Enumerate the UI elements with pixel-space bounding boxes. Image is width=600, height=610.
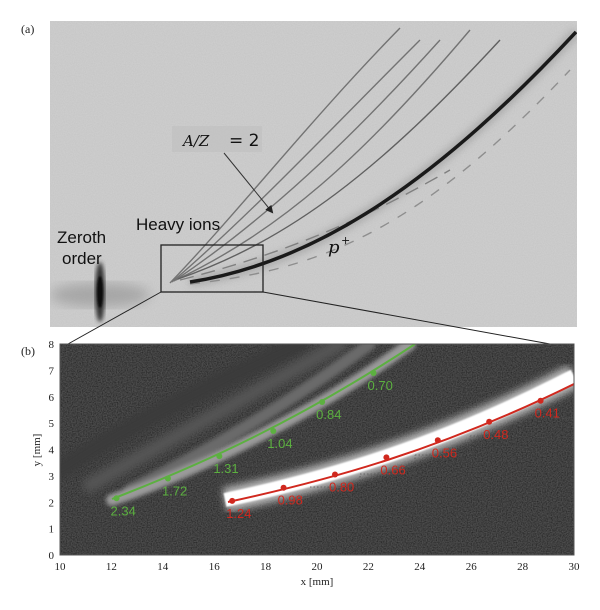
y-axis-ticks: 0 1 2 3 4 5 6 7 8: [49, 339, 55, 562]
zeroth-order-label-2: order: [62, 249, 102, 268]
data-point-label: 2.34: [111, 503, 136, 518]
x-axis-title: x [mm]: [301, 576, 334, 588]
data-point-marker: [319, 399, 326, 406]
x-tick-label: 30: [569, 561, 581, 573]
data-point-label: 0.66: [380, 462, 405, 477]
red-data-points: 1.24 0.98 0.80 0.66 0.56 0.48 0.41: [226, 397, 560, 521]
data-point-marker: [164, 475, 171, 482]
data-point-label: 0.98: [278, 493, 303, 508]
az-label-lhs: A/Z: [181, 132, 210, 150]
panel-b-label: (b): [21, 344, 35, 358]
data-point-label: 0.56: [432, 445, 457, 460]
y-tick-label: 1: [49, 524, 55, 536]
az-label-background: [172, 126, 262, 152]
x-tick-label: 22: [363, 561, 374, 573]
data-point-marker: [113, 495, 120, 502]
data-point-marker: [434, 437, 441, 444]
panel-a-label: (a): [21, 22, 34, 36]
x-tick-label: 26: [466, 561, 478, 573]
x-tick-label: 16: [209, 561, 221, 573]
zeroth-order-spot: [50, 262, 150, 322]
data-point-label: 0.48: [483, 427, 508, 442]
green-fit-line: [111, 344, 416, 500]
x-tick-label: 12: [106, 561, 117, 573]
proton-label-superscript: +: [341, 234, 350, 247]
y-tick-label: 3: [49, 471, 55, 483]
data-point-label: 0.84: [316, 407, 341, 422]
x-tick-label: 28: [517, 561, 529, 573]
x-tick-label: 10: [55, 561, 67, 573]
zoom-region-box: [160, 244, 264, 293]
data-point-marker: [370, 370, 377, 377]
y-tick-label: 5: [49, 418, 55, 430]
data-point-label: 0.80: [329, 480, 354, 495]
data-point-marker: [229, 497, 236, 504]
x-tick-label: 18: [260, 561, 272, 573]
data-point-label: 0.70: [368, 378, 393, 393]
proton-label: p: [328, 237, 340, 258]
heavy-ions-label: Heavy ions: [136, 215, 220, 234]
az-arrow-icon: [223, 152, 274, 214]
x-axis-ticks: 10 12 14 16 18 20 22 24 26 28 30: [55, 561, 581, 573]
az-label-rhs: = 2: [229, 131, 259, 151]
y-tick-label: 6: [49, 392, 55, 404]
data-point-marker: [270, 428, 277, 435]
connector-line-left: [67, 291, 162, 345]
data-point-label: 1.31: [213, 461, 238, 476]
dotted-guides: [310, 417, 574, 488]
y-tick-label: 2: [49, 497, 55, 509]
data-point-marker: [537, 397, 544, 404]
y-tick-label: 0: [49, 550, 55, 562]
y-tick-label: 8: [49, 339, 55, 351]
plot-frame: [59, 343, 575, 556]
heavy-ion-tracks: [169, 27, 571, 285]
data-point-label: 1.04: [267, 436, 292, 451]
y-axis-title: y [mm]: [31, 434, 43, 467]
detector-image-background: [50, 21, 577, 327]
connector-line-right: [262, 291, 551, 345]
x-tick-label: 24: [414, 561, 426, 573]
y-tick-label: 7: [49, 365, 55, 377]
data-point-label: 1.24: [226, 506, 251, 521]
y-tick-label: 4: [49, 445, 55, 457]
data-point-marker: [216, 453, 223, 460]
data-point-marker: [331, 471, 338, 478]
data-point-marker: [280, 484, 287, 491]
x-tick-label: 20: [312, 561, 324, 573]
data-point-marker: [486, 418, 493, 425]
zeroth-order-label-1: Zeroth: [57, 228, 106, 247]
green-data-points: 2.34 1.72 1.31 1.04 0.84 0.70: [111, 370, 393, 518]
panel-b-chart: 2.34 1.72 1.31 1.04 0.84 0.70 1.24 0.98 0.80 0.6…: [31, 339, 580, 588]
panel-a: Zeroth order Heavy ions A/Z = 2 p +: [50, 21, 577, 345]
x-tick-label: 14: [157, 561, 169, 573]
data-point-label: 0.41: [535, 406, 560, 421]
proton-track: [189, 28, 577, 287]
data-point-marker: [383, 454, 390, 461]
red-fit-line: [227, 383, 574, 503]
data-point-label: 1.72: [162, 484, 187, 499]
